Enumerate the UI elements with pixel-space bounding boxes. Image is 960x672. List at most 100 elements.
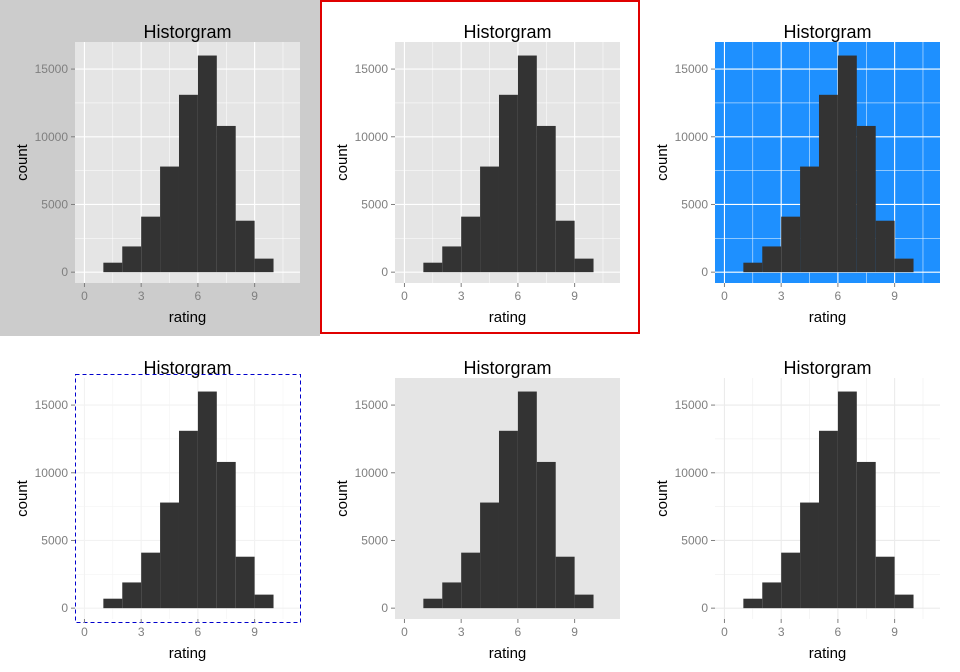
histogram-bar (178, 94, 198, 273)
x-tick-label: 9 (571, 625, 578, 639)
histogram-plot-6: 0 5000 10000 15000 0 3 6 9 Historgram rating count (640, 336, 960, 672)
plot-border-solid (320, 0, 640, 334)
y-axis-label: count (14, 143, 31, 181)
x-tick-label: 6 (195, 625, 202, 639)
y-tick-label: 0 (701, 601, 708, 615)
y-axis-label: count (654, 143, 671, 181)
histogram-bar (461, 552, 481, 609)
x-tick-label: 6 (195, 289, 202, 303)
x-tick-label: 0 (721, 625, 728, 639)
y-tick-label: 10000 (355, 466, 389, 480)
y-tick-label: 5000 (41, 197, 68, 211)
x-tick-label: 0 (401, 625, 408, 639)
histogram-bar (800, 502, 819, 609)
histogram-bar (423, 598, 443, 609)
histogram-bar (254, 594, 274, 609)
x-axis-label: rating (169, 645, 207, 662)
chart-title: Historgram (783, 22, 871, 42)
histogram-plot-4: 0 5000 10000 15000 0 3 6 9 Historgram rating count (0, 336, 320, 672)
histogram-bar (762, 246, 782, 273)
histogram-bar (141, 216, 161, 273)
histogram-plot-3: 0 5000 10000 15000 0 3 6 9 Historgram rating count (640, 0, 960, 336)
histogram-bar (517, 55, 537, 273)
histogram-bar (856, 125, 876, 273)
histogram-bar (536, 125, 556, 273)
x-tick-label: 9 (251, 289, 258, 303)
x-tick-label: 9 (571, 289, 578, 303)
x-tick-label: 3 (138, 289, 145, 303)
histogram-bar (235, 556, 255, 609)
y-tick-label: 10000 (35, 130, 69, 144)
y-tick-label: 10000 (675, 466, 709, 480)
chart-title: Historgram (463, 358, 551, 378)
histogram-bar (743, 262, 763, 273)
histogram-bar (555, 220, 575, 273)
histogram-bar (837, 391, 857, 609)
y-tick-label: 0 (701, 265, 708, 279)
x-axis-label: rating (809, 645, 847, 662)
histogram-bar (480, 166, 499, 273)
histogram-bar (178, 430, 198, 609)
x-tick-label: 9 (891, 289, 898, 303)
chart-title: Historgram (463, 22, 551, 42)
histogram-bar (894, 594, 914, 609)
histogram-bar (800, 166, 819, 273)
histogram-bar (875, 556, 895, 609)
x-tick-label: 0 (721, 289, 728, 303)
y-tick-label: 5000 (681, 197, 708, 211)
x-axis-label: rating (489, 309, 527, 326)
x-axis-label: rating (489, 645, 527, 662)
y-tick-label: 10000 (355, 130, 389, 144)
x-tick-label: 0 (81, 289, 88, 303)
histogram-bar (197, 55, 217, 273)
histogram-bar (894, 258, 914, 273)
y-axis-label: count (334, 143, 351, 181)
histogram-bar (122, 582, 142, 609)
y-tick-label: 15000 (675, 398, 709, 412)
histogram-bar (856, 461, 876, 609)
histogram-bar (498, 430, 518, 609)
histogram-bar (875, 220, 895, 273)
histogram-plot-5: 0 5000 10000 15000 0 3 6 9 Historgram rating count (320, 336, 640, 672)
x-tick-label: 9 (891, 625, 898, 639)
x-tick-label: 0 (81, 625, 88, 639)
y-tick-label: 0 (381, 601, 388, 615)
chart-title: Historgram (143, 358, 231, 378)
histogram-bar (837, 55, 857, 273)
histogram-plot-1: 0 5000 10000 15000 0 3 6 9 Historgram rating count (0, 0, 320, 336)
y-tick-label: 15000 (35, 398, 69, 412)
x-tick-label: 3 (778, 625, 785, 639)
x-axis-label: rating (169, 309, 207, 326)
histogram-bar (442, 246, 462, 273)
histogram-bar (122, 246, 142, 273)
x-tick-label: 6 (835, 625, 842, 639)
x-tick-label: 3 (458, 625, 465, 639)
y-tick-label: 5000 (681, 533, 708, 547)
histogram-bar (536, 461, 556, 609)
histogram-bar (216, 125, 236, 273)
x-axis-label: rating (809, 309, 847, 326)
histogram-bar (216, 461, 236, 609)
y-axis-label: count (14, 479, 31, 517)
x-tick-label: 6 (515, 289, 522, 303)
histogram-bar (498, 94, 518, 273)
y-tick-label: 10000 (35, 466, 69, 480)
histogram-plot-2: 0 5000 10000 15000 0 3 6 9 Historgram rating count (320, 0, 640, 336)
histogram-bar (423, 262, 443, 273)
x-tick-label: 3 (778, 289, 785, 303)
histogram-bar (160, 166, 179, 273)
y-axis-label: count (334, 479, 351, 517)
histogram-bar (781, 552, 801, 609)
histogram-bar (818, 430, 838, 609)
y-tick-label: 5000 (361, 197, 388, 211)
histogram-bar (818, 94, 838, 273)
histogram-bar (781, 216, 801, 273)
histogram-bar (160, 502, 179, 609)
panel-border-dashed (75, 374, 301, 623)
histogram-bar (574, 594, 594, 609)
x-tick-label: 6 (835, 289, 842, 303)
histogram-bar (442, 582, 462, 609)
y-tick-label: 15000 (35, 62, 69, 76)
histogram-bar (743, 598, 763, 609)
